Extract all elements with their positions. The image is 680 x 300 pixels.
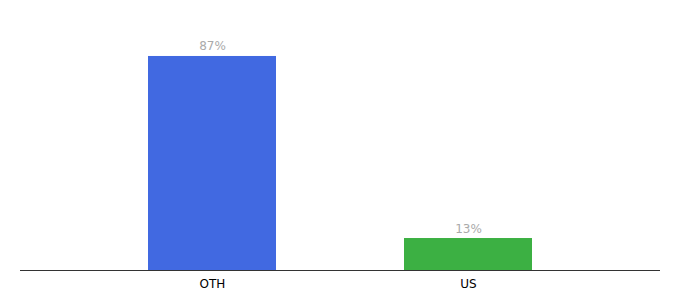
svg-text:87%: 87% xyxy=(199,39,226,53)
svg-text:OTH: OTH xyxy=(200,277,226,291)
svg-text:13%: 13% xyxy=(455,222,482,236)
svg-text:US: US xyxy=(460,277,476,291)
